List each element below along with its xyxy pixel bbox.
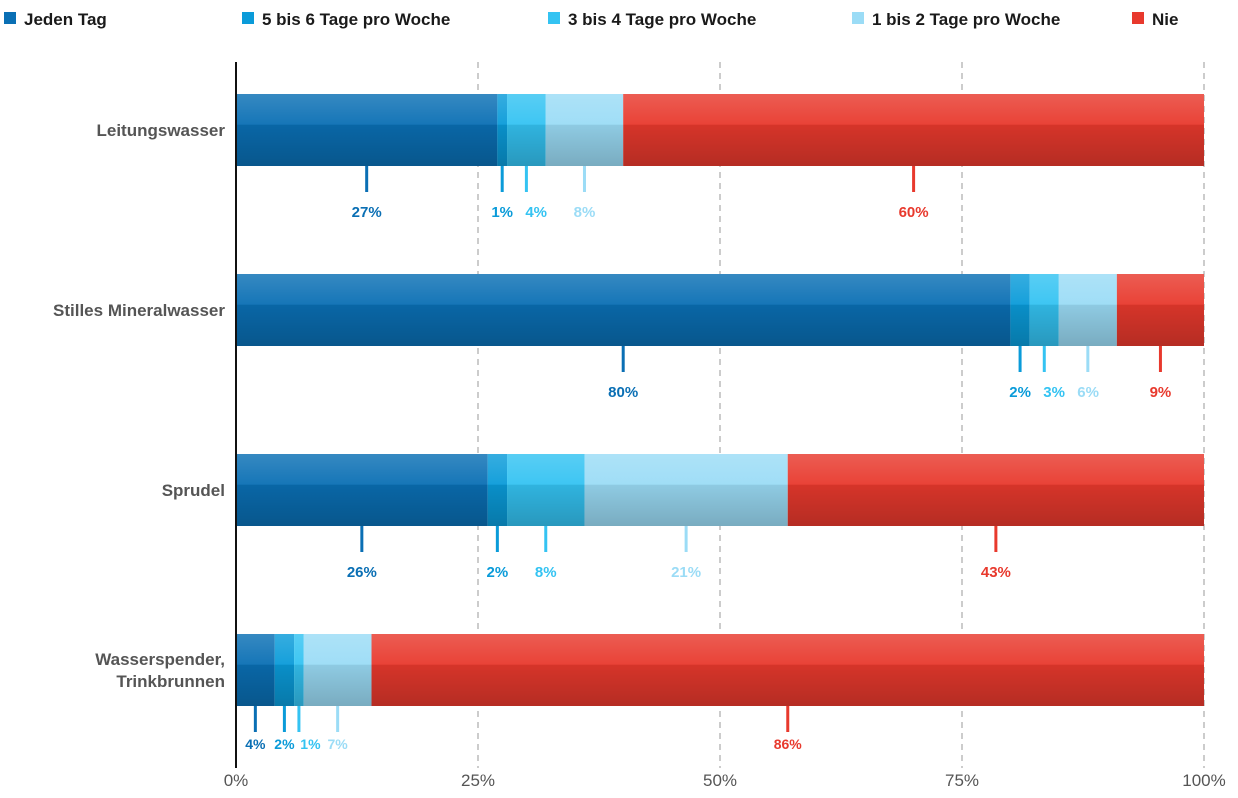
bar-shading	[497, 94, 508, 166]
value-label: 80%	[608, 384, 638, 401]
value-label: 27%	[352, 204, 382, 221]
x-tick-label: 25%	[461, 771, 495, 790]
bar-shading	[236, 274, 1011, 346]
bar-shading	[487, 454, 508, 526]
bar-shading	[236, 454, 488, 526]
legend-label: Jeden Tag	[24, 10, 107, 29]
category-label: Stilles Mineralwasser	[53, 301, 225, 320]
value-label: 4%	[245, 736, 266, 752]
legend-label: 3 bis 4 Tage pro Woche	[568, 10, 756, 29]
legend-swatch	[852, 12, 864, 24]
value-label: 2%	[274, 736, 295, 752]
category-labels: Leitungswasser Stilles Mineralwasser Sprud…	[53, 121, 225, 691]
legend-label: 5 bis 6 Tage pro Woche	[262, 10, 450, 29]
bar-shading	[236, 94, 498, 166]
bar-shading	[584, 454, 788, 526]
value-label: 6%	[1077, 384, 1099, 401]
bar-shading	[371, 634, 1204, 706]
bar-shading	[1010, 274, 1030, 346]
value-label: 9%	[1150, 384, 1172, 401]
category-label: Wasserspender,	[95, 650, 225, 669]
bar-shading	[1058, 274, 1117, 346]
x-tick-label: 50%	[703, 771, 737, 790]
legend-swatch	[242, 12, 254, 24]
value-label: 43%	[981, 564, 1011, 581]
value-label: 4%	[525, 204, 547, 221]
bar-shading	[294, 634, 304, 706]
category-label: Trinkbrunnen	[116, 672, 225, 691]
value-label: 2%	[1009, 384, 1031, 401]
bars	[236, 94, 1204, 706]
bar-shading	[236, 634, 275, 706]
value-label: 21%	[671, 564, 701, 581]
legend: Jeden Tag 5 bis 6 Tage pro Woche 3 bis 4 T…	[4, 10, 1178, 29]
bar-shading	[545, 94, 624, 166]
value-label: 26%	[347, 564, 377, 581]
value-labels: 27% 1% 4% 8% 60% 80% 2% 3% 6% 9% 26% 2% 8% 21% 43% 4% 2%…	[245, 166, 1171, 752]
bar-shading	[303, 634, 372, 706]
category-label: Sprudel	[162, 481, 225, 500]
x-tick-label: 75%	[945, 771, 979, 790]
value-label: 3%	[1043, 384, 1065, 401]
value-label: 8%	[574, 204, 596, 221]
value-label: 2%	[487, 564, 509, 581]
value-label: 7%	[328, 736, 349, 752]
x-tick-label: 100%	[1182, 771, 1225, 790]
legend-label: 1 bis 2 Tage pro Woche	[872, 10, 1060, 29]
bar-shading	[787, 454, 1204, 526]
legend-swatch	[4, 12, 16, 24]
bar-shading	[507, 454, 585, 526]
bar-shading	[274, 634, 295, 706]
legend-label: Nie	[1152, 10, 1178, 29]
value-label: 60%	[899, 204, 929, 221]
bar-shading	[623, 94, 1204, 166]
bar-shading	[507, 94, 546, 166]
axes: 0% 25% 50% 75% 100%	[224, 62, 1226, 790]
bar-shading	[1116, 274, 1204, 346]
value-label: 8%	[535, 564, 557, 581]
bar-shading	[1029, 274, 1059, 346]
x-tick-label: 0%	[224, 771, 249, 790]
value-label: 1%	[300, 736, 321, 752]
legend-swatch	[1132, 12, 1144, 24]
category-label: Leitungswasser	[97, 121, 226, 140]
value-label: 1%	[491, 204, 513, 221]
value-label: 86%	[774, 736, 803, 752]
legend-swatch	[548, 12, 560, 24]
